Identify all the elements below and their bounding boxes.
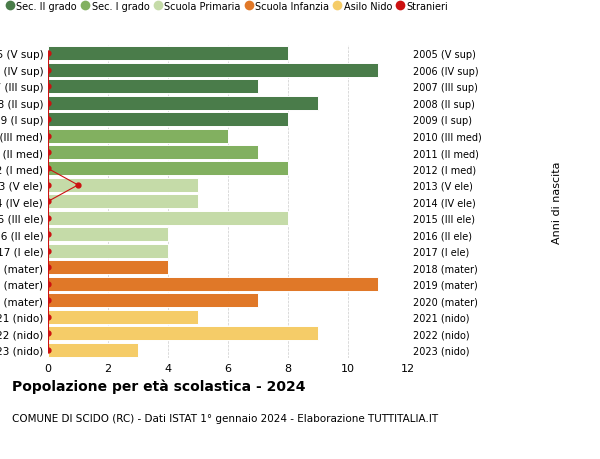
Bar	[48, 129, 228, 143]
Bar	[48, 244, 168, 258]
Bar	[48, 63, 378, 78]
Bar	[48, 310, 198, 324]
Y-axis label: Anni di nascita: Anni di nascita	[551, 161, 562, 243]
Bar	[48, 96, 318, 110]
Bar	[48, 261, 168, 274]
Bar	[48, 294, 258, 308]
Bar	[48, 277, 378, 291]
Bar	[48, 212, 288, 225]
Text: COMUNE DI SCIDO (RC) - Dati ISTAT 1° gennaio 2024 - Elaborazione TUTTITALIA.IT: COMUNE DI SCIDO (RC) - Dati ISTAT 1° gen…	[12, 413, 438, 423]
Bar	[48, 326, 318, 341]
Bar	[48, 162, 288, 176]
Bar	[48, 47, 288, 61]
Bar	[48, 228, 168, 242]
Bar	[48, 113, 288, 127]
Bar	[48, 80, 258, 94]
Bar	[48, 343, 138, 357]
Legend: Sec. II grado, Sec. I grado, Scuola Primaria, Scuola Infanzia, Asilo Nido, Stran: Sec. II grado, Sec. I grado, Scuola Prim…	[4, 0, 452, 16]
Bar	[48, 179, 198, 192]
Bar	[48, 146, 258, 160]
Bar	[48, 195, 198, 209]
Text: Popolazione per età scolastica - 2024: Popolazione per età scolastica - 2024	[12, 379, 305, 393]
